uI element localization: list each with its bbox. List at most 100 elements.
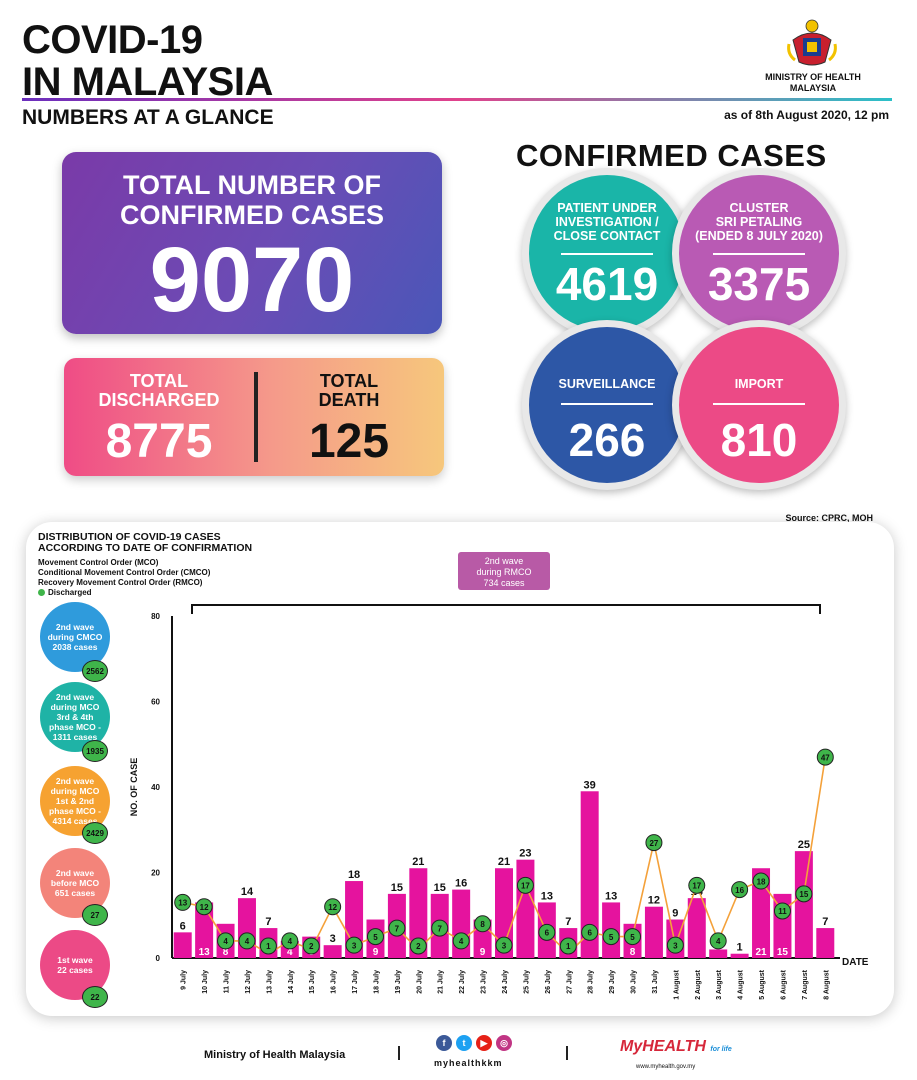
x-tick-label: 31 July (652, 970, 659, 994)
x-tick-label: 2 August (695, 969, 702, 999)
bar-value-label: 3 (330, 933, 336, 945)
import-value: 810 (720, 414, 798, 466)
discharged-death-card: TOTAL DISCHARGED 8775 TOTAL DEATH 125 (64, 358, 444, 476)
bar-value-label: 15 (434, 882, 446, 894)
x-tick-label: 28 July (588, 970, 595, 994)
bar (752, 868, 771, 958)
discharged-marker (795, 885, 813, 903)
bar (644, 906, 663, 958)
discharged-marker (259, 937, 277, 955)
discharged-marker (731, 881, 749, 899)
chart-title: DISTRIBUTION OF COVID-19 CASES ACCORDING… (38, 531, 253, 554)
instagram-icon[interactable]: ◎ (496, 1035, 512, 1051)
x-tick-label: 20 July (416, 970, 423, 994)
bar-value-label: 7 (565, 916, 571, 928)
pui-value: 4619 (555, 258, 659, 310)
discharged-marker (666, 936, 684, 954)
total-confirmed-value: 9070 (149, 229, 355, 331)
discharged-value-label: 7 (438, 924, 443, 933)
discharged-value-label: 4 (223, 937, 228, 946)
discharged-value-label: 6 (587, 929, 592, 938)
discharged-value-label: 3 (352, 941, 357, 950)
discharged-value-label: 4 (288, 937, 293, 946)
x-tick-label: 21 July (438, 970, 445, 994)
bar-value-label: 21 (498, 856, 510, 868)
discharged-value-label: 4 (459, 937, 464, 946)
bar-value-label: 39 (584, 779, 596, 791)
discharged-value: 8775 (105, 415, 213, 468)
discharged-marker (474, 915, 492, 933)
discharged-value-label: 4 (245, 937, 250, 946)
bar-value-label: 21 (755, 947, 767, 958)
bar-value-label: 7 (265, 916, 271, 928)
discharged-value-label: 6 (545, 929, 550, 938)
total-confirmed-label: TOTAL NUMBER OF CONFIRMED CASES (119, 170, 384, 230)
bar-value-label: 15 (777, 947, 789, 958)
youtube-icon[interactable]: ▶ (476, 1035, 492, 1051)
bar-value-label: 9 (672, 908, 678, 920)
discharged-marker (366, 928, 384, 946)
discharged-marker (431, 919, 449, 937)
bar-value-label: 4 (287, 947, 293, 958)
discharged-value-label: 1 (566, 942, 571, 951)
x-tick-label: 6 August (780, 969, 787, 999)
pui-circle: PATIENT UNDER INVESTIGATION / CLOSE CONT… (522, 168, 692, 338)
x-tick-label: 1 August (673, 969, 680, 999)
y-tick-label: 40 (151, 783, 160, 792)
discharged-value-label: 3 (673, 941, 678, 950)
bar (173, 932, 192, 958)
discharged-value-label: 15 (799, 890, 808, 899)
import-circle: IMPORT 810 (672, 320, 846, 490)
discharged-marker (409, 937, 427, 955)
x-tick-label: 11 July (224, 970, 231, 993)
x-tick-label: 13 July (266, 970, 273, 994)
bar-value-label: 15 (391, 882, 403, 894)
surveillance-value: 266 (568, 414, 646, 466)
discharged-value-label: 2 (309, 942, 314, 951)
x-tick-label: 24 July (502, 970, 509, 994)
discharged-value-label: 1 (266, 942, 271, 951)
discharged-value-label: 47 (821, 753, 830, 762)
discharged-label: TOTAL DISCHARGED (98, 371, 220, 410)
wave-summary: 2nd wave during CMCO 2038 cases 2562 2nd w… (36, 598, 116, 1028)
bar (580, 791, 599, 958)
legend-mco: Movement Control Order (MCO) (38, 558, 159, 567)
myhealth-logo: MyHEALTH for life (620, 1038, 732, 1055)
bar-value-label: 9 (480, 947, 486, 958)
wave-cmco-badge: 2562 (82, 660, 108, 682)
footer-ministry: Ministry of Health Malaysia (204, 1049, 346, 1061)
discharged-value-label: 13 (178, 899, 187, 908)
discharged-marker (495, 936, 513, 954)
title-line2: IN MALAYSIA (22, 60, 273, 104)
discharged-value-label: 5 (373, 933, 378, 942)
bar-value-label: 1 (737, 942, 743, 954)
discharged-value-label: 12 (200, 903, 209, 912)
discharged-marker (516, 876, 534, 894)
x-tick-label: 25 July (523, 970, 530, 994)
y-tick-label: 0 (156, 954, 161, 963)
discharged-marker (773, 902, 791, 920)
bar-value-label: 7 (822, 916, 828, 928)
x-tick-label: 30 July (631, 970, 638, 994)
discharged-marker (559, 937, 577, 955)
legend-discharged: Discharged (38, 588, 210, 598)
x-tick-label: 23 July (481, 970, 488, 994)
title-line1: COVID-19 (22, 18, 203, 62)
x-tick-label: 10 July (202, 970, 209, 994)
bar-value-label: 6 (180, 920, 186, 932)
bar (687, 898, 706, 958)
twitter-icon[interactable]: t (456, 1035, 472, 1051)
discharged-value-label: 7 (395, 924, 400, 933)
facebook-icon[interactable]: f (436, 1035, 452, 1051)
discharged-marker (302, 937, 320, 955)
footer-divider-2 (566, 1046, 568, 1060)
bar-value-label: 25 (798, 839, 810, 851)
discharged-value-label: 4 (716, 937, 721, 946)
discharged-dot-icon (38, 589, 45, 596)
x-tick-label: 27 July (566, 970, 573, 994)
bar (730, 953, 749, 958)
discharged-value-label: 16 (735, 886, 744, 895)
rmco-bracket (191, 604, 821, 614)
bar-value-label: 8 (630, 947, 636, 958)
rmco-wave-box: 2nd wave during RMCO 734 cases (458, 552, 550, 590)
